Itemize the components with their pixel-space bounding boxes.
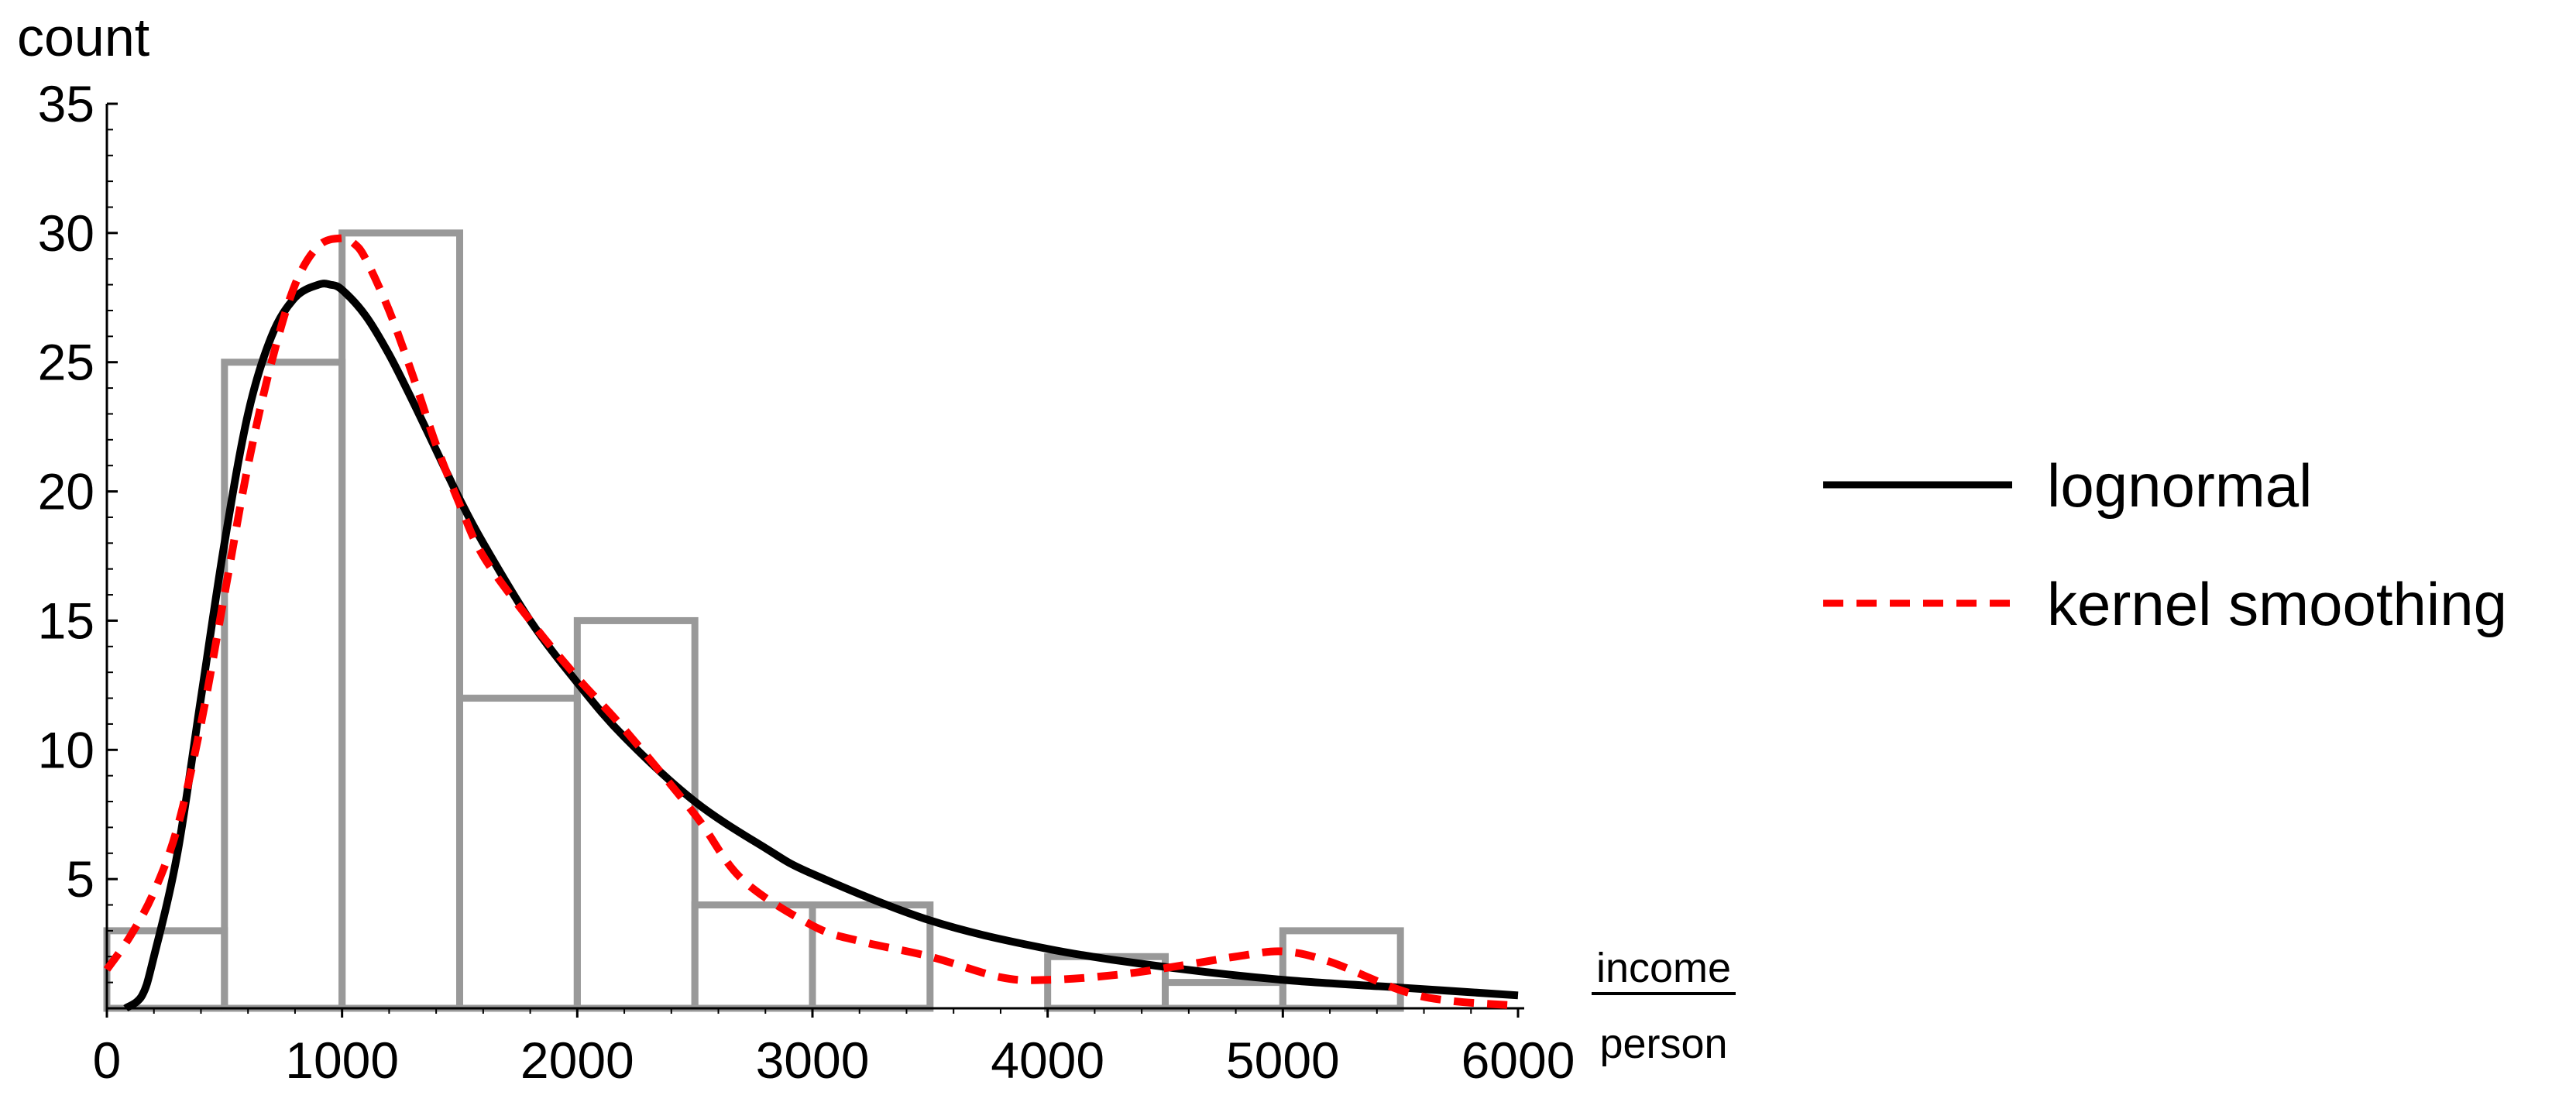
histogram-bar bbox=[691, 901, 816, 1012]
legend-label-kernel-smoothing: kernel smoothing bbox=[2047, 570, 2507, 638]
y-tick-label: 30 bbox=[38, 204, 94, 262]
density-curves bbox=[103, 234, 1519, 1012]
axis-labels: count income person bbox=[17, 7, 1736, 1067]
y-tick-label: 20 bbox=[38, 463, 94, 520]
legend-label-lognormal: lognormal bbox=[2047, 451, 2313, 520]
x-tick-label: 6000 bbox=[1461, 1032, 1575, 1089]
histogram-bar bbox=[1162, 979, 1286, 1012]
y-tick-label: 5 bbox=[66, 850, 94, 908]
histogram-bar bbox=[456, 695, 581, 1012]
x-tick-label: 0 bbox=[93, 1032, 122, 1089]
legend-item-kernel-smoothing: kernel smoothing bbox=[1823, 570, 2507, 638]
x-tick-label: 2000 bbox=[520, 1032, 634, 1089]
histogram-bar bbox=[573, 616, 699, 1012]
x-axis-title-denominator: person bbox=[1599, 1021, 1727, 1067]
x-tick-label: 1000 bbox=[285, 1032, 399, 1089]
axis-ticks: 0 1000 2000 3000 4000 5000 6000 5 10 15 20 25 30 35 bbox=[38, 75, 1575, 1089]
legend-item-lognormal: lognormal bbox=[1823, 451, 2313, 520]
x-axis-title-numerator: income bbox=[1596, 945, 1731, 991]
x-tick-label: 5000 bbox=[1226, 1032, 1340, 1089]
y-axis-title: count bbox=[17, 7, 149, 67]
series-line-kernel-smoothing bbox=[103, 234, 1519, 1010]
y-tick-label: 15 bbox=[38, 592, 94, 649]
x-tick-label: 4000 bbox=[991, 1032, 1104, 1089]
histogram-bar bbox=[809, 901, 934, 1012]
histogram-bar bbox=[103, 927, 228, 1012]
y-tick-label: 35 bbox=[38, 75, 94, 132]
legend: lognormal kernel smoothing bbox=[1823, 451, 2507, 638]
series-line-lognormal bbox=[123, 280, 1519, 1012]
x-tick-label: 3000 bbox=[756, 1032, 870, 1089]
y-tick-label: 10 bbox=[38, 721, 94, 778]
y-tick-label: 25 bbox=[38, 334, 94, 391]
